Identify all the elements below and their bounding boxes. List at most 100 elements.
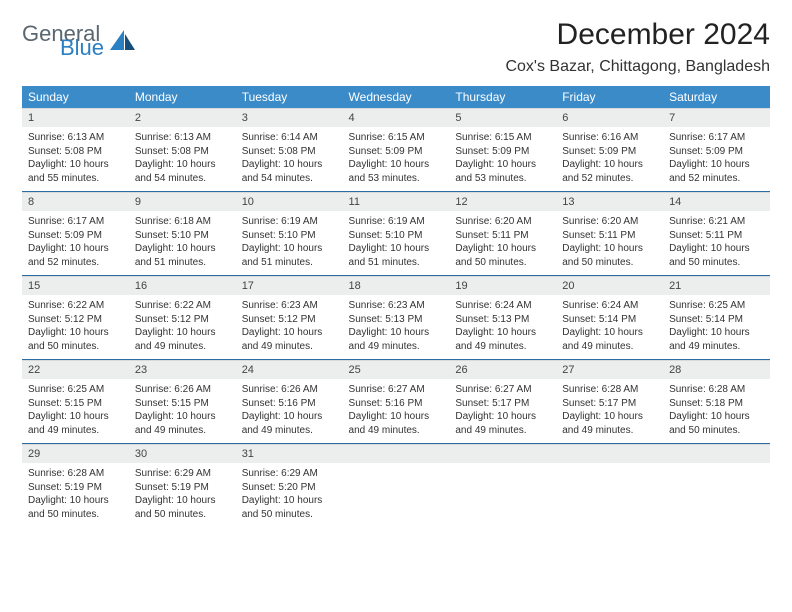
day-body: Sunrise: 6:15 AMSunset: 5:09 PMDaylight:… bbox=[343, 127, 450, 191]
daylight-line: Daylight: 10 hours and 49 minutes. bbox=[28, 410, 123, 437]
daylight-line: Daylight: 10 hours and 50 minutes. bbox=[242, 494, 337, 521]
daylight-line: Daylight: 10 hours and 55 minutes. bbox=[28, 158, 123, 185]
calendar-day-cell: 21Sunrise: 6:25 AMSunset: 5:14 PMDayligh… bbox=[663, 276, 770, 360]
sunset-line: Sunset: 5:13 PM bbox=[349, 313, 444, 327]
sunrise-line: Sunrise: 6:19 AM bbox=[349, 215, 444, 229]
day-number: 30 bbox=[129, 444, 236, 463]
day-number: 4 bbox=[343, 108, 450, 127]
day-number: 7 bbox=[663, 108, 770, 127]
daylight-line: Daylight: 10 hours and 52 minutes. bbox=[669, 158, 764, 185]
day-body: Sunrise: 6:26 AMSunset: 5:16 PMDaylight:… bbox=[236, 379, 343, 443]
logo-sail-icon bbox=[110, 30, 136, 55]
calendar-day-cell: 23Sunrise: 6:26 AMSunset: 5:15 PMDayligh… bbox=[129, 360, 236, 444]
sunrise-line: Sunrise: 6:24 AM bbox=[455, 299, 550, 313]
calendar-day-cell: 11Sunrise: 6:19 AMSunset: 5:10 PMDayligh… bbox=[343, 192, 450, 276]
sunset-line: Sunset: 5:09 PM bbox=[455, 145, 550, 159]
daylight-line: Daylight: 10 hours and 49 minutes. bbox=[669, 326, 764, 353]
day-body: Sunrise: 6:13 AMSunset: 5:08 PMDaylight:… bbox=[22, 127, 129, 191]
sunset-line: Sunset: 5:20 PM bbox=[242, 481, 337, 495]
day-number: 9 bbox=[129, 192, 236, 211]
header: General Blue December 2024 Cox's Bazar, … bbox=[22, 18, 770, 76]
calendar-day-cell: 16Sunrise: 6:22 AMSunset: 5:12 PMDayligh… bbox=[129, 276, 236, 360]
day-number: 14 bbox=[663, 192, 770, 211]
calendar-body: 1Sunrise: 6:13 AMSunset: 5:08 PMDaylight… bbox=[22, 108, 770, 527]
sunrise-line: Sunrise: 6:26 AM bbox=[242, 383, 337, 397]
sunset-line: Sunset: 5:17 PM bbox=[562, 397, 657, 411]
day-number: 27 bbox=[556, 360, 663, 379]
calendar-day-cell: 29Sunrise: 6:28 AMSunset: 5:19 PMDayligh… bbox=[22, 444, 129, 528]
weekday-header: Friday bbox=[556, 86, 663, 108]
daylight-line: Daylight: 10 hours and 50 minutes. bbox=[135, 494, 230, 521]
daylight-line: Daylight: 10 hours and 50 minutes. bbox=[28, 326, 123, 353]
daylight-line: Daylight: 10 hours and 49 minutes. bbox=[349, 410, 444, 437]
day-number: 21 bbox=[663, 276, 770, 295]
day-number: 16 bbox=[129, 276, 236, 295]
sunrise-line: Sunrise: 6:17 AM bbox=[28, 215, 123, 229]
calendar-week-row: 29Sunrise: 6:28 AMSunset: 5:19 PMDayligh… bbox=[22, 444, 770, 528]
day-body: Sunrise: 6:17 AMSunset: 5:09 PMDaylight:… bbox=[22, 211, 129, 275]
day-number: 6 bbox=[556, 108, 663, 127]
sunrise-line: Sunrise: 6:23 AM bbox=[242, 299, 337, 313]
day-body: Sunrise: 6:17 AMSunset: 5:09 PMDaylight:… bbox=[663, 127, 770, 191]
calendar-day-cell: 10Sunrise: 6:19 AMSunset: 5:10 PMDayligh… bbox=[236, 192, 343, 276]
sunset-line: Sunset: 5:12 PM bbox=[242, 313, 337, 327]
sunset-line: Sunset: 5:15 PM bbox=[28, 397, 123, 411]
sunset-line: Sunset: 5:14 PM bbox=[669, 313, 764, 327]
daylight-line: Daylight: 10 hours and 49 minutes. bbox=[455, 326, 550, 353]
day-body: Sunrise: 6:13 AMSunset: 5:08 PMDaylight:… bbox=[129, 127, 236, 191]
sunset-line: Sunset: 5:19 PM bbox=[28, 481, 123, 495]
daylight-line: Daylight: 10 hours and 49 minutes. bbox=[135, 410, 230, 437]
calendar-day-cell: 17Sunrise: 6:23 AMSunset: 5:12 PMDayligh… bbox=[236, 276, 343, 360]
location-subtitle: Cox's Bazar, Chittagong, Bangladesh bbox=[505, 58, 770, 76]
daylight-line: Daylight: 10 hours and 53 minutes. bbox=[349, 158, 444, 185]
weekday-header: Thursday bbox=[449, 86, 556, 108]
day-body: Sunrise: 6:23 AMSunset: 5:12 PMDaylight:… bbox=[236, 295, 343, 359]
calendar-week-row: 8Sunrise: 6:17 AMSunset: 5:09 PMDaylight… bbox=[22, 192, 770, 276]
day-number: 13 bbox=[556, 192, 663, 211]
day-body: Sunrise: 6:25 AMSunset: 5:15 PMDaylight:… bbox=[22, 379, 129, 443]
day-body: Sunrise: 6:28 AMSunset: 5:17 PMDaylight:… bbox=[556, 379, 663, 443]
day-body: Sunrise: 6:14 AMSunset: 5:08 PMDaylight:… bbox=[236, 127, 343, 191]
calendar-day-cell: 4Sunrise: 6:15 AMSunset: 5:09 PMDaylight… bbox=[343, 108, 450, 192]
sunset-line: Sunset: 5:11 PM bbox=[669, 229, 764, 243]
calendar-day-cell: 5Sunrise: 6:15 AMSunset: 5:09 PMDaylight… bbox=[449, 108, 556, 192]
calendar-day-cell: 19Sunrise: 6:24 AMSunset: 5:13 PMDayligh… bbox=[449, 276, 556, 360]
day-body bbox=[449, 463, 556, 525]
day-number: 5 bbox=[449, 108, 556, 127]
sunset-line: Sunset: 5:10 PM bbox=[135, 229, 230, 243]
day-body: Sunrise: 6:26 AMSunset: 5:15 PMDaylight:… bbox=[129, 379, 236, 443]
daylight-line: Daylight: 10 hours and 54 minutes. bbox=[242, 158, 337, 185]
sunrise-line: Sunrise: 6:28 AM bbox=[562, 383, 657, 397]
day-number: 10 bbox=[236, 192, 343, 211]
page-title: December 2024 bbox=[505, 18, 770, 52]
sunrise-line: Sunrise: 6:22 AM bbox=[135, 299, 230, 313]
sunset-line: Sunset: 5:13 PM bbox=[455, 313, 550, 327]
sunset-line: Sunset: 5:12 PM bbox=[135, 313, 230, 327]
calendar-day-cell: 26Sunrise: 6:27 AMSunset: 5:17 PMDayligh… bbox=[449, 360, 556, 444]
day-number: . bbox=[556, 444, 663, 463]
daylight-line: Daylight: 10 hours and 52 minutes. bbox=[562, 158, 657, 185]
calendar-week-row: 15Sunrise: 6:22 AMSunset: 5:12 PMDayligh… bbox=[22, 276, 770, 360]
calendar-day-cell: . bbox=[556, 444, 663, 528]
day-number: 2 bbox=[129, 108, 236, 127]
sunrise-line: Sunrise: 6:17 AM bbox=[669, 131, 764, 145]
sunrise-line: Sunrise: 6:25 AM bbox=[28, 383, 123, 397]
calendar-day-cell: 22Sunrise: 6:25 AMSunset: 5:15 PMDayligh… bbox=[22, 360, 129, 444]
sunrise-line: Sunrise: 6:28 AM bbox=[669, 383, 764, 397]
sunset-line: Sunset: 5:09 PM bbox=[562, 145, 657, 159]
title-block: December 2024 Cox's Bazar, Chittagong, B… bbox=[505, 18, 770, 76]
calendar-day-cell: 14Sunrise: 6:21 AMSunset: 5:11 PMDayligh… bbox=[663, 192, 770, 276]
calendar-day-cell: 30Sunrise: 6:29 AMSunset: 5:19 PMDayligh… bbox=[129, 444, 236, 528]
sunrise-line: Sunrise: 6:13 AM bbox=[135, 131, 230, 145]
daylight-line: Daylight: 10 hours and 49 minutes. bbox=[349, 326, 444, 353]
sunset-line: Sunset: 5:18 PM bbox=[669, 397, 764, 411]
sunrise-line: Sunrise: 6:13 AM bbox=[28, 131, 123, 145]
sunrise-line: Sunrise: 6:18 AM bbox=[135, 215, 230, 229]
day-body: Sunrise: 6:20 AMSunset: 5:11 PMDaylight:… bbox=[556, 211, 663, 275]
calendar-day-cell: 31Sunrise: 6:29 AMSunset: 5:20 PMDayligh… bbox=[236, 444, 343, 528]
calendar-day-cell: 6Sunrise: 6:16 AMSunset: 5:09 PMDaylight… bbox=[556, 108, 663, 192]
day-body: Sunrise: 6:19 AMSunset: 5:10 PMDaylight:… bbox=[343, 211, 450, 275]
sunset-line: Sunset: 5:11 PM bbox=[455, 229, 550, 243]
weekday-header: Sunday bbox=[22, 86, 129, 108]
day-number: 31 bbox=[236, 444, 343, 463]
